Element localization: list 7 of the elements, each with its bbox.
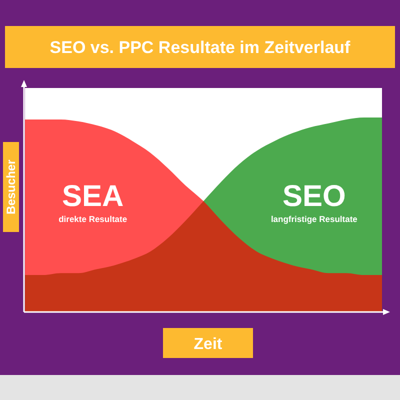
series-label: SEA — [62, 180, 124, 213]
series-label: SEO — [282, 180, 346, 213]
y-axis-title: Besucher — [4, 159, 18, 214]
x-axis-title: Zeit — [194, 336, 223, 353]
annotation: direkte Resultate — [58, 214, 128, 224]
chart-title: SEO vs. PPC Resultate im Zeitverlauf — [50, 38, 351, 57]
annotation: langfristige Resultate — [270, 214, 358, 224]
